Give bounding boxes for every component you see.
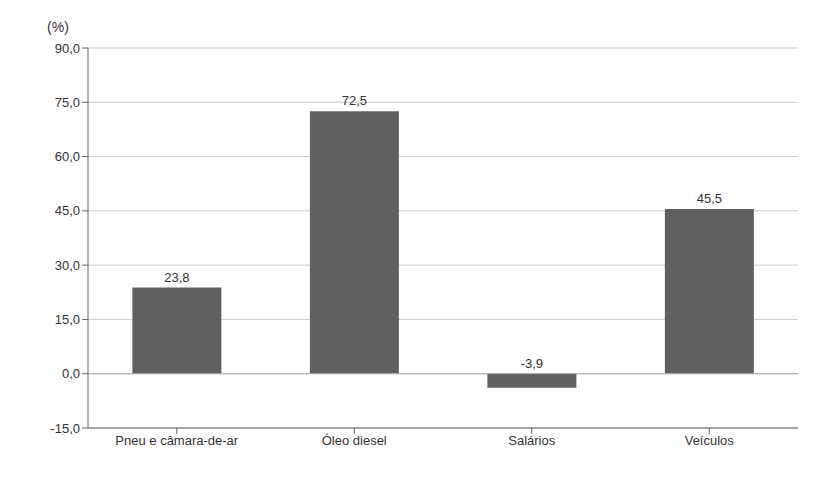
svg-text:15,0: 15,0 bbox=[55, 312, 80, 327]
svg-text:75,0: 75,0 bbox=[55, 95, 80, 110]
svg-text:Óleo diesel: Óleo diesel bbox=[322, 433, 387, 448]
svg-text:Salários: Salários bbox=[508, 433, 555, 448]
svg-text:-15,0: -15,0 bbox=[50, 421, 80, 436]
svg-text:45,5: 45,5 bbox=[697, 191, 722, 206]
svg-text:45,0: 45,0 bbox=[55, 203, 80, 218]
svg-text:90,0: 90,0 bbox=[55, 41, 80, 56]
svg-text:72,5: 72,5 bbox=[342, 93, 367, 108]
svg-text:Veículos: Veículos bbox=[685, 433, 735, 448]
svg-text:-3,9: -3,9 bbox=[521, 356, 543, 371]
svg-text:30,0: 30,0 bbox=[55, 258, 80, 273]
svg-text:60,0: 60,0 bbox=[55, 149, 80, 164]
svg-text:0,0: 0,0 bbox=[62, 366, 80, 381]
svg-text:(%): (%) bbox=[47, 19, 69, 35]
svg-text:23,8: 23,8 bbox=[164, 270, 189, 285]
svg-text:Pneu e câmara-de-ar: Pneu e câmara-de-ar bbox=[115, 433, 239, 448]
